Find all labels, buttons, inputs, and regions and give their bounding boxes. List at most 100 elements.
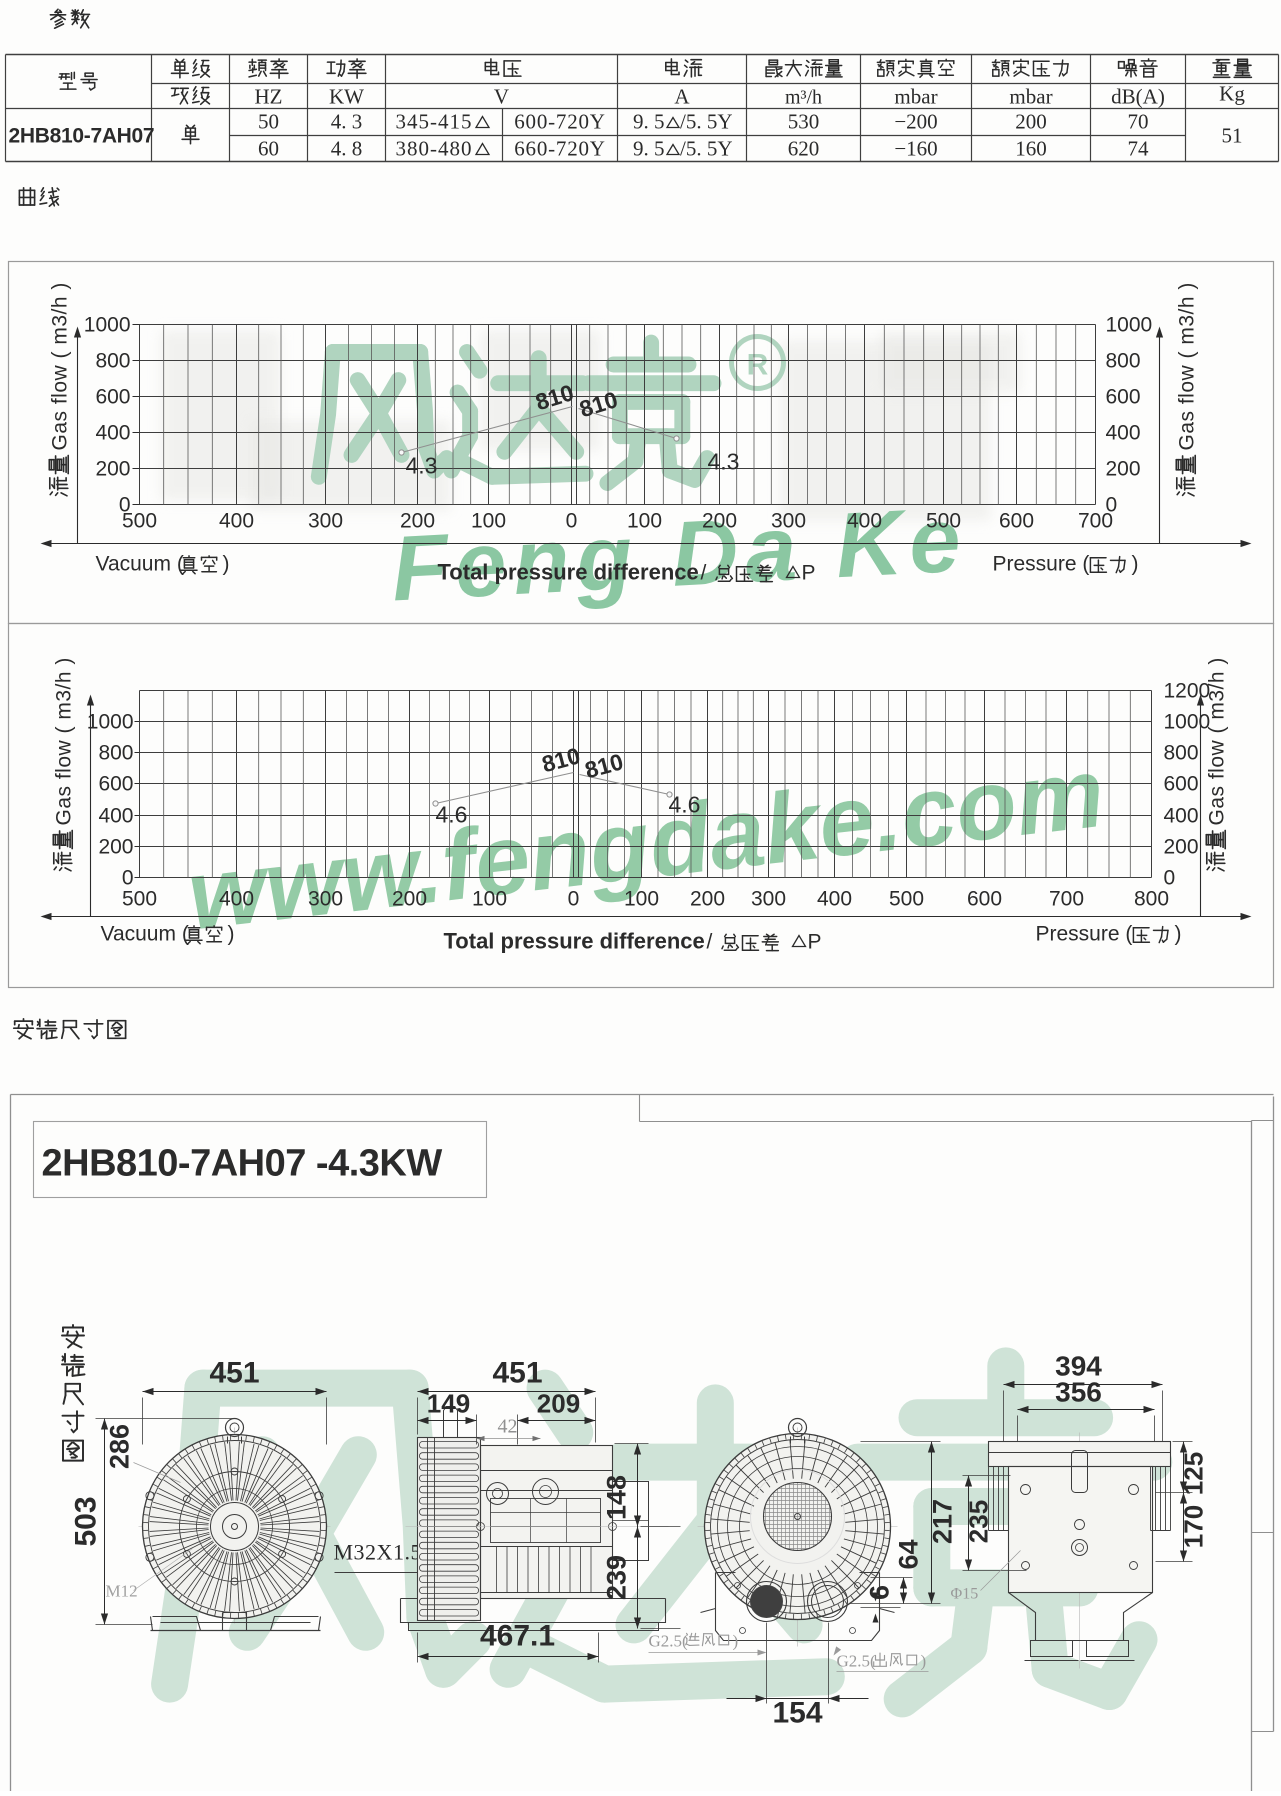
svg-text:200: 200 — [392, 888, 427, 911]
svg-text:200: 200 — [400, 510, 435, 533]
svg-text:42: 42 — [498, 1416, 518, 1438]
svg-text:64: 64 — [894, 1539, 924, 1569]
svg-text:M32X1.5: M32X1.5 — [334, 1540, 422, 1565]
svg-text:200: 200 — [98, 836, 133, 859]
svg-text:Gas flow ( m3/h ): Gas flow ( m3/h ) — [49, 282, 72, 450]
svg-text:451: 451 — [492, 1357, 542, 1390]
svg-text:286: 286 — [105, 1424, 135, 1469]
svg-text:800: 800 — [98, 742, 133, 765]
svg-text:/: / — [701, 562, 707, 585]
svg-text:Gas flow ( m3/h ): Gas flow ( m3/h ) — [53, 657, 76, 825]
svg-text:Φ15: Φ15 — [951, 1586, 979, 1603]
svg-text:60: 60 — [258, 137, 279, 161]
svg-text:mbar: mbar — [1009, 85, 1052, 109]
svg-text:6: 6 — [865, 1585, 895, 1600]
svg-text:Vacuum (: Vacuum ( — [96, 553, 184, 576]
svg-text:2HB810-7AH07: 2HB810-7AH07 — [9, 125, 155, 148]
svg-text:356: 356 — [1055, 1377, 1102, 1408]
svg-text:R: R — [747, 349, 769, 382]
svg-text:1000: 1000 — [84, 314, 131, 337]
svg-text:4.6: 4.6 — [669, 792, 701, 818]
svg-text:800: 800 — [95, 350, 130, 373]
svg-text:dB(A): dB(A) — [1111, 85, 1165, 109]
svg-text:100: 100 — [627, 510, 662, 533]
svg-text:300: 300 — [751, 888, 786, 911]
svg-text:Total pressure difference: Total pressure difference — [438, 560, 699, 585]
svg-text:100: 100 — [472, 888, 507, 911]
svg-text:600: 600 — [1106, 386, 1141, 409]
svg-text:154: 154 — [772, 1697, 822, 1730]
svg-text:600: 600 — [98, 773, 133, 796]
svg-text:1200: 1200 — [1164, 680, 1211, 703]
svg-text:400: 400 — [219, 510, 254, 533]
svg-text:500: 500 — [926, 510, 961, 533]
svg-text:503: 503 — [70, 1496, 103, 1546]
svg-text:700: 700 — [1078, 510, 1113, 533]
svg-text:/5. 5Y: /5. 5Y — [680, 110, 733, 134]
svg-text:G2.5(: G2.5( — [649, 1632, 689, 1651]
svg-text:Pressure (: Pressure ( — [1036, 923, 1133, 946]
svg-text:209: 209 — [537, 1389, 580, 1419]
svg-text:0: 0 — [1164, 867, 1176, 890]
svg-text:HZ: HZ — [255, 85, 283, 109]
svg-text:380-480: 380-480 — [396, 137, 473, 161]
svg-text:400: 400 — [95, 422, 130, 445]
svg-text:100: 100 — [624, 888, 659, 911]
svg-text:149: 149 — [427, 1389, 470, 1419]
svg-text:51: 51 — [1222, 124, 1243, 148]
svg-text:600-720Y: 600-720Y — [514, 110, 606, 134]
svg-text:400: 400 — [817, 888, 852, 911]
svg-text:P: P — [808, 931, 822, 954]
svg-text:400: 400 — [219, 888, 254, 911]
svg-text:): ) — [921, 1652, 927, 1671]
svg-text:0: 0 — [122, 867, 134, 890]
svg-text:400: 400 — [847, 510, 882, 533]
svg-text:300: 300 — [771, 510, 806, 533]
svg-text:−160: −160 — [894, 137, 937, 161]
svg-text:4.3: 4.3 — [406, 453, 438, 479]
svg-text:Vacuum (: Vacuum ( — [101, 923, 189, 946]
svg-text:): ) — [1175, 923, 1182, 946]
svg-text:800: 800 — [1106, 350, 1141, 373]
svg-text:660-720Y: 660-720Y — [514, 137, 606, 161]
svg-text:600: 600 — [1164, 773, 1199, 796]
svg-text:0: 0 — [566, 510, 578, 533]
svg-text:): ) — [733, 1632, 739, 1651]
svg-text:467.1: 467.1 — [480, 1620, 555, 1653]
svg-text:A: A — [674, 85, 690, 109]
svg-text:mbar: mbar — [894, 85, 937, 109]
svg-text:50: 50 — [258, 110, 279, 134]
svg-text:/5. 5Y: /5. 5Y — [680, 137, 733, 161]
svg-text:800: 800 — [1164, 742, 1199, 765]
svg-text:500: 500 — [122, 510, 157, 533]
svg-text:400: 400 — [98, 805, 133, 828]
svg-text:/: / — [707, 931, 713, 954]
svg-text:700: 700 — [1049, 888, 1084, 911]
svg-text:4. 8: 4. 8 — [331, 137, 363, 161]
svg-text:74: 74 — [1128, 137, 1150, 161]
svg-text:Kg: Kg — [1219, 82, 1245, 106]
svg-text:Total pressure difference: Total pressure difference — [444, 929, 705, 954]
svg-text:345-415: 345-415 — [396, 110, 473, 134]
svg-text:m³/h: m³/h — [785, 87, 822, 109]
svg-text:239: 239 — [602, 1555, 632, 1600]
svg-text:600: 600 — [967, 888, 1002, 911]
svg-text:530: 530 — [788, 110, 820, 134]
svg-text:9. 5: 9. 5 — [633, 137, 665, 161]
svg-text:1000: 1000 — [87, 711, 134, 734]
svg-text:Gas flow ( m3/h ): Gas flow ( m3/h ) — [1206, 657, 1229, 825]
svg-text:): ) — [228, 923, 235, 946]
svg-text:148: 148 — [602, 1475, 632, 1520]
svg-text:G2.5(: G2.5( — [837, 1652, 877, 1671]
svg-text:Pressure (: Pressure ( — [993, 553, 1090, 576]
svg-text:V: V — [494, 85, 509, 109]
svg-text:800: 800 — [1134, 888, 1169, 911]
svg-text:300: 300 — [308, 510, 343, 533]
svg-text:−200: −200 — [894, 110, 937, 134]
svg-text:4.6: 4.6 — [436, 802, 468, 828]
svg-text:160: 160 — [1015, 137, 1047, 161]
svg-text:451: 451 — [209, 1357, 259, 1390]
svg-text:M12: M12 — [106, 1582, 138, 1601]
svg-text:1000: 1000 — [1106, 314, 1153, 337]
svg-text:500: 500 — [122, 888, 157, 911]
